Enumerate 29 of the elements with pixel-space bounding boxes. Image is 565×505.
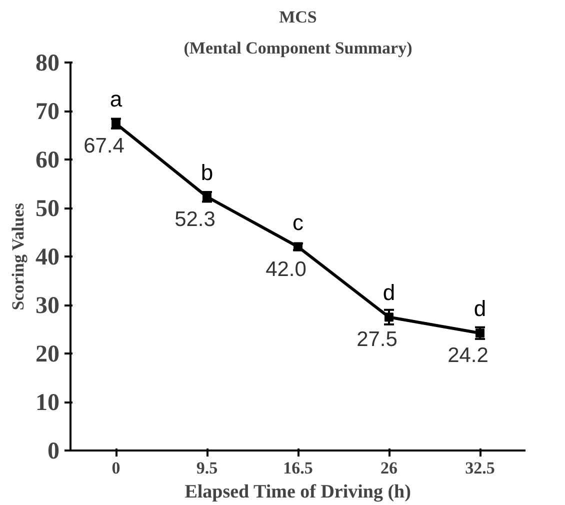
x-tick-label: 26 (380, 458, 398, 478)
text: 67.4 (84, 134, 124, 158)
y-axis-title: Scoring Values (8, 202, 28, 310)
text: 42.0 (266, 258, 306, 281)
y-tick-label: 50 (36, 196, 60, 222)
y-tick-label: 10 (36, 390, 60, 416)
point (384, 312, 394, 322)
y-tick-label: 60 (36, 148, 60, 174)
y-tick-label: 30 (36, 293, 60, 319)
annotation: b (200, 160, 214, 185)
annotation: d (382, 280, 396, 306)
text: 24.2 (448, 344, 488, 368)
chart-title: MCS (279, 8, 317, 26)
x-tick-label: 0 (112, 458, 120, 478)
y-tick-label: 40 (36, 244, 60, 270)
y-tick-label: 80 (36, 50, 60, 76)
text: 52.3 (174, 208, 216, 231)
x-tick-label: 16.5 (283, 458, 313, 478)
x-axis-title: Elapsed Time of Driving (h) (184, 482, 411, 502)
text: 27.5 (356, 328, 398, 352)
annotation: c (292, 210, 304, 235)
point (476, 328, 484, 338)
y-tick-label: 70 (36, 99, 60, 125)
chart-subtitle: (Mental Component Summary) (184, 38, 412, 58)
annotation: a (110, 86, 123, 112)
x-tick-label: 9.5 (196, 458, 218, 478)
x-tick-label: 32.5 (465, 458, 495, 478)
annotation: d (474, 296, 486, 322)
y-tick-label: 20 (36, 342, 60, 368)
